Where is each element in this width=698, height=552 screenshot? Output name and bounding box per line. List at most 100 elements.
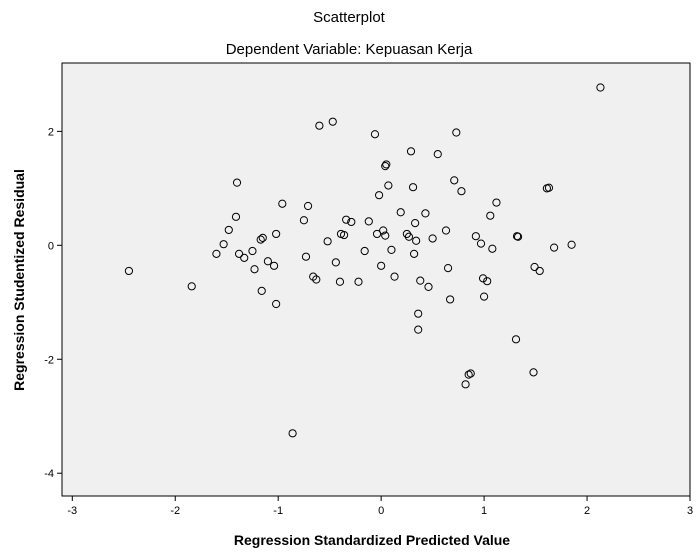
data-point <box>312 275 321 284</box>
data-point <box>457 187 466 196</box>
data-point <box>488 244 497 253</box>
data-point <box>535 266 544 276</box>
x-axis: -3 -2 -1 0 1 2 3 <box>67 496 693 517</box>
data-point <box>513 232 523 241</box>
x-tick-label: -1 <box>273 505 283 517</box>
data-point <box>231 212 241 221</box>
data-point <box>483 277 492 286</box>
data-point <box>315 121 324 130</box>
data-point <box>219 240 228 249</box>
data-point <box>390 272 399 281</box>
data-point <box>411 218 420 228</box>
data-point <box>396 208 405 217</box>
data-point <box>452 128 461 137</box>
data-point <box>323 237 332 246</box>
data-point <box>381 162 390 171</box>
data-point <box>433 150 442 159</box>
data-point <box>301 252 311 261</box>
y-tick-label: 0 <box>48 240 54 252</box>
data-point <box>377 261 386 270</box>
data-point <box>232 178 242 187</box>
data-point <box>364 217 373 226</box>
data-point <box>441 226 451 235</box>
data-point <box>421 209 430 218</box>
data-point <box>272 299 281 309</box>
data-point <box>370 130 380 139</box>
data-point <box>269 261 279 270</box>
data-point <box>406 147 416 156</box>
data-point <box>328 117 337 126</box>
data-point <box>339 230 349 240</box>
chart-title: Scatterplot <box>313 9 386 26</box>
data-point <box>288 429 297 438</box>
data-point <box>412 236 421 245</box>
data-point <box>331 258 340 267</box>
data-point <box>240 253 249 262</box>
data-point <box>387 245 396 254</box>
data-point <box>443 264 453 273</box>
data-point <box>476 239 486 248</box>
y-tick-label: -4 <box>44 468 54 480</box>
data-point <box>530 262 539 272</box>
data-point <box>303 201 313 211</box>
data-point <box>408 183 418 192</box>
data-point <box>256 235 265 244</box>
data-point <box>404 232 414 241</box>
data-point <box>379 226 388 235</box>
x-tick-label: 0 <box>378 505 384 517</box>
x-tick-label: 2 <box>584 505 590 517</box>
data-point <box>414 325 423 334</box>
data-point <box>446 295 455 304</box>
x-tick-label: -3 <box>67 505 77 517</box>
data-point <box>374 191 384 200</box>
chart-subtitle: Dependent Variable: Kepuasan Kerja <box>226 41 473 58</box>
y-tick-label: 2 <box>48 126 54 138</box>
y-axis: -4 -2 0 2 <box>44 126 62 480</box>
data-point <box>360 246 369 256</box>
data-point <box>124 266 134 276</box>
data-point <box>258 233 267 243</box>
data-points <box>124 83 605 438</box>
x-tick-label: 1 <box>481 505 487 517</box>
data-point <box>529 368 538 377</box>
data-point <box>250 265 259 274</box>
data-point <box>464 370 473 379</box>
data-point <box>212 249 221 258</box>
data-point <box>461 380 470 389</box>
data-point <box>372 229 382 239</box>
data-point <box>299 216 309 225</box>
data-point <box>409 249 419 258</box>
data-point <box>550 243 559 252</box>
data-point <box>511 335 521 344</box>
data-point <box>450 176 459 185</box>
data-point <box>478 274 488 283</box>
data-point <box>234 249 244 258</box>
data-point <box>471 232 480 241</box>
data-point <box>596 83 605 92</box>
data-point <box>224 225 233 235</box>
data-point <box>347 217 356 227</box>
data-point <box>567 240 576 249</box>
plot-area <box>61 62 691 497</box>
data-point <box>544 183 554 192</box>
y-axis-label: Regression Studentized Residual <box>11 169 27 391</box>
data-point <box>272 229 281 239</box>
x-axis-label: Regression Standardized Predicted Value <box>234 532 510 548</box>
data-point <box>382 160 391 169</box>
data-point <box>384 181 393 190</box>
data-point <box>248 246 257 256</box>
x-tick-label: -2 <box>170 505 180 517</box>
data-point <box>263 257 273 266</box>
data-point <box>424 282 433 292</box>
data-point <box>381 231 390 240</box>
data-point <box>354 277 363 286</box>
data-point <box>278 199 287 208</box>
data-point <box>416 276 425 285</box>
data-point <box>335 277 345 286</box>
data-point <box>187 282 196 291</box>
x-tick-label: 3 <box>687 505 693 517</box>
y-tick-label: -2 <box>44 354 54 366</box>
data-point <box>492 198 501 207</box>
data-point <box>479 292 489 301</box>
